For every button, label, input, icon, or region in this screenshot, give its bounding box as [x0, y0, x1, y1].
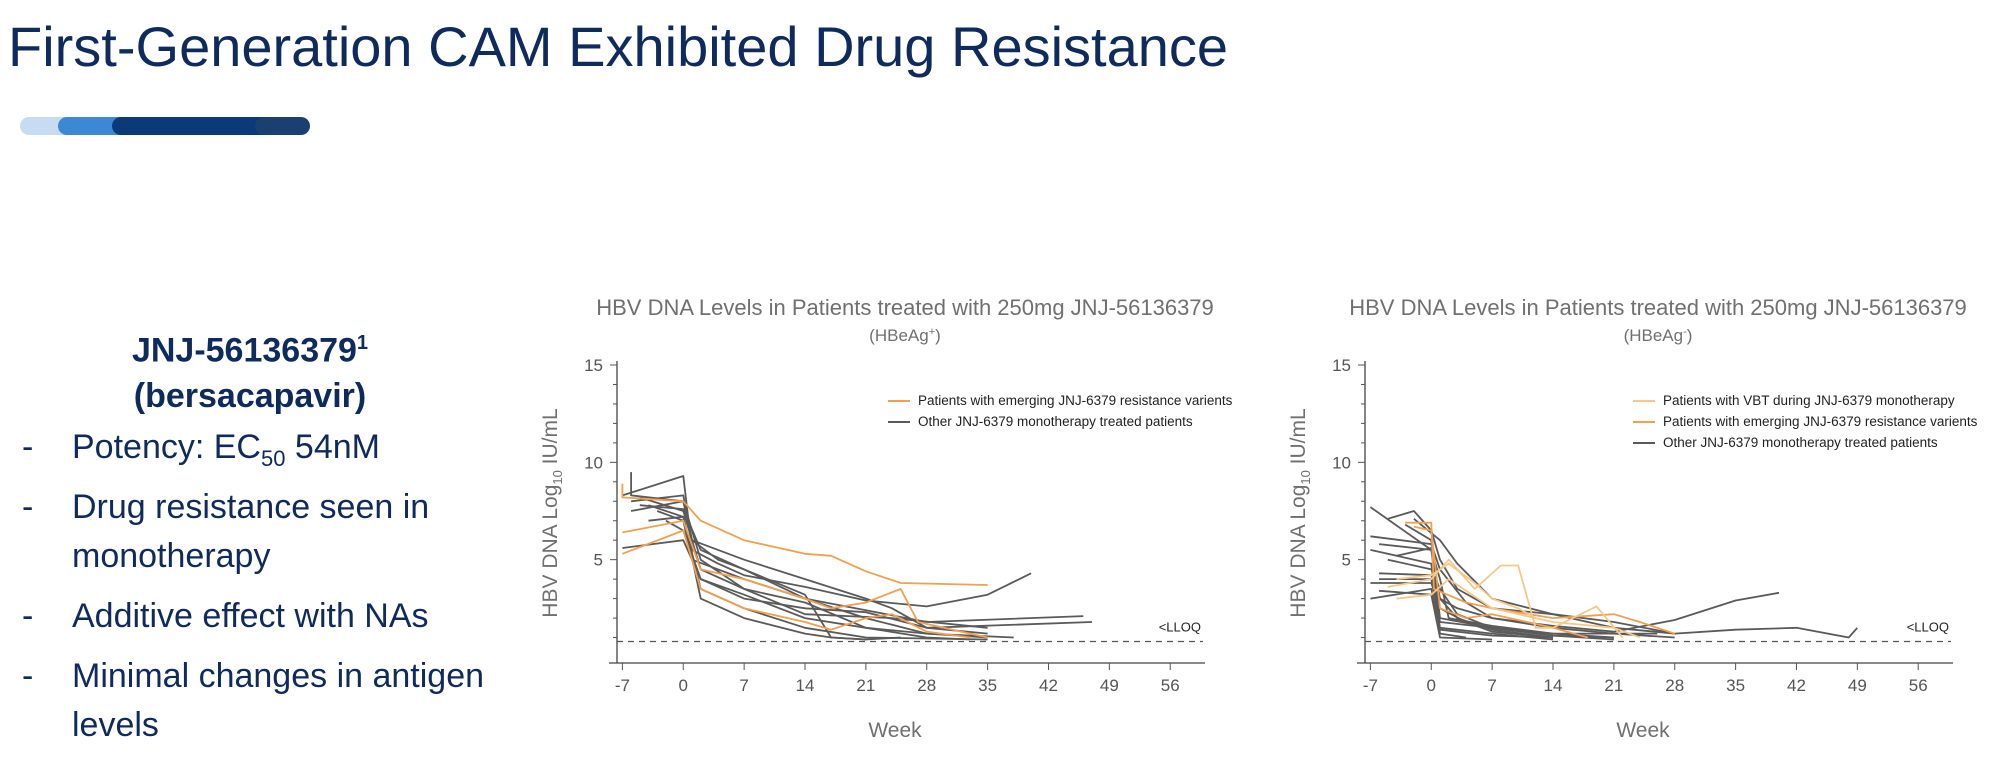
- series-line-18: [1387, 558, 1624, 639]
- bullet-subscript: 50: [260, 446, 286, 472]
- series-line-15: [1405, 521, 1675, 635]
- y-tick-label: 10: [584, 453, 603, 472]
- x-tick-label: 28: [917, 676, 936, 695]
- series-line-14: [1379, 589, 1493, 641]
- series-line-14: [622, 529, 971, 639]
- progress-segment-3: [112, 117, 282, 135]
- legend-label: Patients with emerging JNJ-6379 resistan…: [1663, 414, 1978, 429]
- x-tick-label: -7: [615, 676, 630, 695]
- x-tick-label: 14: [796, 676, 815, 695]
- y-tick-label: 5: [594, 551, 603, 570]
- drug-bullet-list: - Potency: EC50 54nM - Drug resistance see…: [20, 423, 500, 760]
- bullet-item: - Drug resistance seen in monotherapy: [20, 483, 500, 592]
- bullet-dash: -: [22, 596, 34, 635]
- bullet-text: Drug resistance seen in monotherapy: [72, 488, 430, 576]
- series-line-12: [1379, 578, 1658, 635]
- x-tick-label: 0: [1427, 676, 1436, 695]
- progress-bar: [20, 117, 310, 135]
- series-line-3: [622, 539, 1093, 629]
- chart-title: HBV DNA Levels in Patients treated with …: [1349, 295, 1967, 320]
- chart-series-group: [1369, 506, 1858, 641]
- x-tick-label: 0: [679, 676, 688, 695]
- legend-label: Patients with VBT during JNJ-6379 monoth…: [1663, 393, 1955, 408]
- y-tick-label: 15: [584, 356, 603, 375]
- y-axis-label: HBV DNA Log10 IU/mL: [1287, 408, 1313, 617]
- series-line-8: [1370, 582, 1554, 639]
- x-tick-label: 42: [1039, 676, 1058, 695]
- y-tick-label: 10: [1332, 453, 1351, 472]
- x-tick-label: 21: [1604, 676, 1623, 695]
- drug-info-panel: JNJ-561363791 (bersacapavir) - Potency: E…: [20, 320, 500, 761]
- series-line-11: [1404, 523, 1614, 639]
- drug-name: JNJ-56136379: [131, 331, 357, 370]
- chart-series-group: [621, 472, 1093, 641]
- series-line-19: [1396, 578, 1641, 639]
- x-tick-label: 42: [1787, 676, 1806, 695]
- chart-axes: 5 10 15 -7 0 7 14 21 28 35 42 49 56 <LLOQ: [1332, 356, 1953, 695]
- x-axis-label: Week: [868, 719, 922, 742]
- legend-label: Patients with emerging JNJ-6379 resistan…: [918, 393, 1233, 408]
- slide-title: First-Generation CAM Exhibited Drug Resi…: [8, 15, 1229, 78]
- bullet-item: - Minimal changes in antigen levels: [20, 652, 500, 761]
- x-tick-label: 56: [1161, 676, 1180, 695]
- series-line-12: [621, 483, 988, 586]
- y-tick-label: 15: [1332, 356, 1351, 375]
- hbeag-negative-chart: HBV DNA Levels in Patients treated with …: [1287, 295, 1978, 742]
- series-line-13: [1396, 547, 1554, 639]
- chart-title: HBV DNA Levels in Patients treated with …: [596, 295, 1214, 320]
- bullet-dash: -: [22, 656, 34, 695]
- x-tick-label: 7: [1487, 676, 1496, 695]
- series-line-7: [1379, 572, 1554, 639]
- bullet-item: - Potency: EC50 54nM: [20, 423, 500, 483]
- bullet-item: - Additive effect with NAs: [20, 592, 500, 652]
- chart-legend: Patients with VBT during JNJ-6379 monoth…: [1633, 393, 1978, 450]
- bullet-text-after: 54nM: [285, 428, 380, 467]
- x-tick-label: 35: [978, 676, 997, 695]
- x-tick-label: 21: [856, 676, 875, 695]
- hbeag-positive-chart: HBV DNA Levels in Patients treated with …: [539, 295, 1233, 742]
- series-line-4: [639, 496, 988, 639]
- x-tick-label: -7: [1363, 676, 1378, 695]
- x-tick-label: 14: [1544, 676, 1563, 695]
- chart-axes: 5 10 15 -7 0 7 14 21 28 35 42 49 56 <LLOQ: [584, 356, 1205, 695]
- drug-generic-name: (bersacapavir): [133, 377, 367, 416]
- lloq-label: <LLOQ: [1159, 619, 1201, 634]
- x-tick-label: 7: [739, 676, 748, 695]
- x-tick-label: 28: [1665, 676, 1684, 695]
- x-tick-label: 49: [1100, 676, 1119, 695]
- series-line-13: [622, 519, 988, 639]
- bullet-dash: -: [22, 428, 34, 467]
- y-tick-label: 5: [1342, 551, 1351, 570]
- bullet-text: Potency: EC: [72, 428, 261, 467]
- legend-label: Other JNJ-6379 monotherapy treated patie…: [918, 414, 1193, 429]
- chart-legend: Patients with emerging JNJ-6379 resistan…: [888, 393, 1233, 429]
- x-tick-label: 49: [1848, 676, 1867, 695]
- bullet-text: Additive effect with NAs: [72, 596, 429, 635]
- x-tick-label: 56: [1909, 676, 1928, 695]
- series-line-17: [1396, 562, 1537, 619]
- series-line-10: [648, 515, 866, 641]
- chart-subtitle: (HBeAg+): [869, 326, 941, 345]
- progress-segment-4: [255, 117, 310, 135]
- x-tick-label: 35: [1726, 676, 1745, 695]
- bullet-dash: -: [22, 488, 34, 527]
- y-axis-label: HBV DNA Log10 IU/mL: [539, 408, 565, 617]
- drug-name-heading: JNJ-561363791 (bersacapavir): [20, 320, 480, 419]
- bullet-text: Minimal changes in antigen levels: [72, 656, 485, 744]
- x-axis-label: Week: [1616, 719, 1670, 742]
- legend-label: Other JNJ-6379 monotherapy treated patie…: [1663, 435, 1938, 450]
- drug-footnote-ref: 1: [356, 332, 369, 354]
- chart-subtitle: (HBeAg-): [1624, 326, 1693, 345]
- lloq-label: <LLOQ: [1907, 619, 1949, 634]
